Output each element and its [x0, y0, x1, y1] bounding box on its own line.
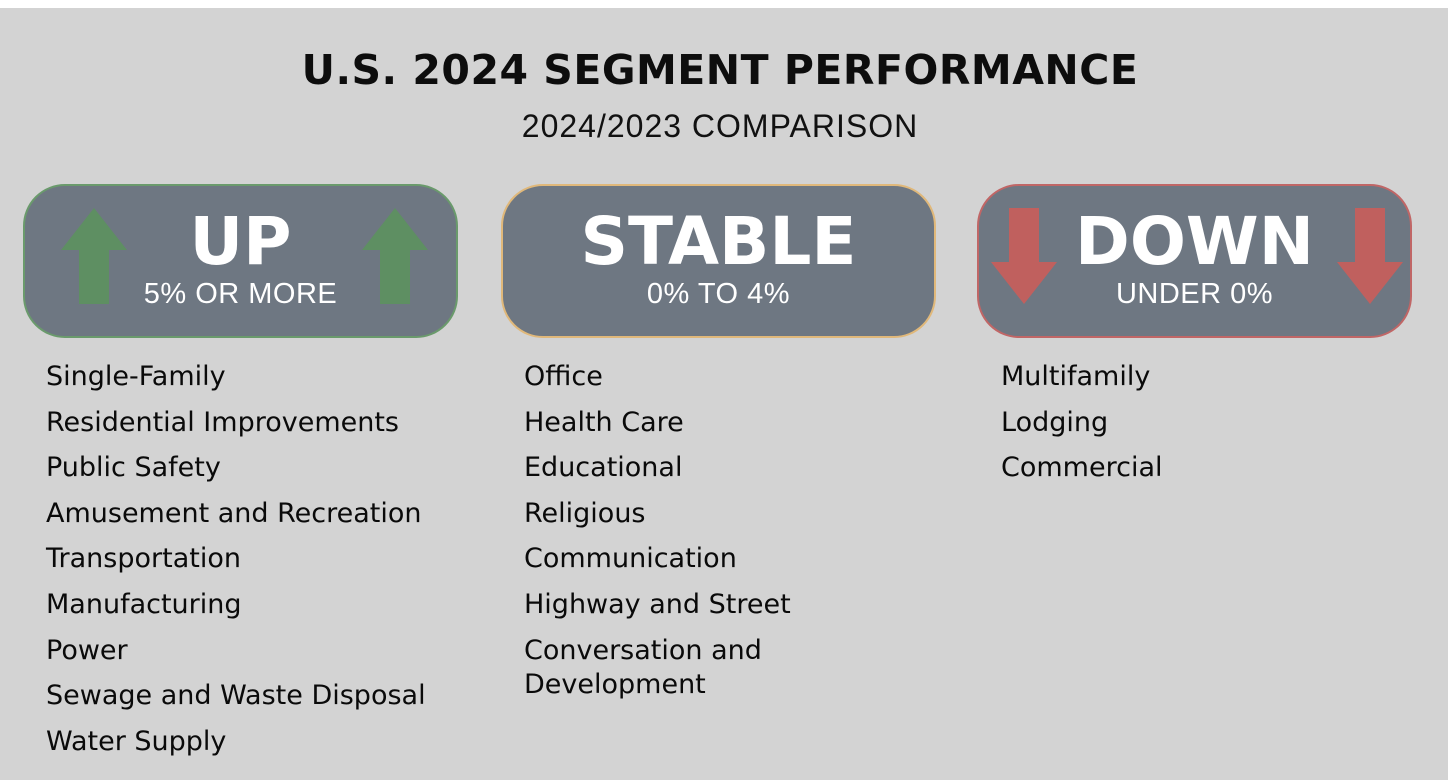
list-item: Amusement and Recreation — [46, 497, 422, 529]
list-item: Public Safety — [46, 452, 221, 484]
down-category-card: DOWN UNDER 0% — [977, 184, 1412, 338]
down-heading: DOWN — [1075, 203, 1314, 280]
arrow-up-icon — [362, 208, 428, 304]
list-item: Religious — [524, 497, 646, 529]
stable-subheading: 0% TO 4% — [646, 278, 791, 310]
arrow-up-icon — [61, 208, 127, 304]
list-item: Manufacturing — [46, 588, 242, 620]
list-item: Sewage and Waste Disposal — [46, 680, 426, 712]
list-item: Residential Improvements — [46, 406, 400, 438]
list-item: Highway and Street — [524, 588, 791, 620]
list-item: Power — [46, 634, 128, 666]
page-subtitle: 2024/2023 COMPARISON — [521, 108, 919, 144]
stable-segment-list: Office Health Care Educational Religious… — [524, 360, 844, 713]
stable-heading: STABLE — [580, 203, 857, 280]
up-segment-list: Single-Family Residential Improvements P… — [46, 360, 426, 770]
list-item: Lodging — [1001, 406, 1109, 438]
list-item: Conversation and Development — [524, 634, 762, 700]
down-segment-list: Multifamily Lodging Commercial — [1001, 360, 1163, 497]
list-item: Single-Family — [46, 361, 226, 392]
list-item: Communication — [524, 543, 737, 575]
up-heading: UP — [189, 203, 292, 280]
down-subheading: UNDER 0% — [1115, 278, 1274, 310]
page-title: U.S. 2024 SEGMENT PERFORMANCE — [301, 46, 1139, 94]
stable-category-card: STABLE 0% TO 4% — [501, 184, 936, 338]
up-category-card: UP 5% OR MORE — [23, 184, 458, 338]
list-item: Multifamily — [1001, 361, 1151, 392]
list-item: Water Supply — [46, 725, 227, 757]
list-item: Office — [524, 361, 603, 392]
list-item: Health Care — [524, 406, 684, 438]
arrow-down-icon — [1337, 208, 1403, 304]
list-item: Commercial — [1001, 452, 1163, 484]
up-subheading: 5% OR MORE — [143, 278, 338, 310]
arrow-down-icon — [991, 208, 1057, 304]
infographic-panel: U.S. 2024 SEGMENT PERFORMANCE 2024/2023 … — [0, 8, 1448, 780]
list-item: Educational — [524, 452, 683, 484]
list-item: Transportation — [46, 543, 241, 575]
